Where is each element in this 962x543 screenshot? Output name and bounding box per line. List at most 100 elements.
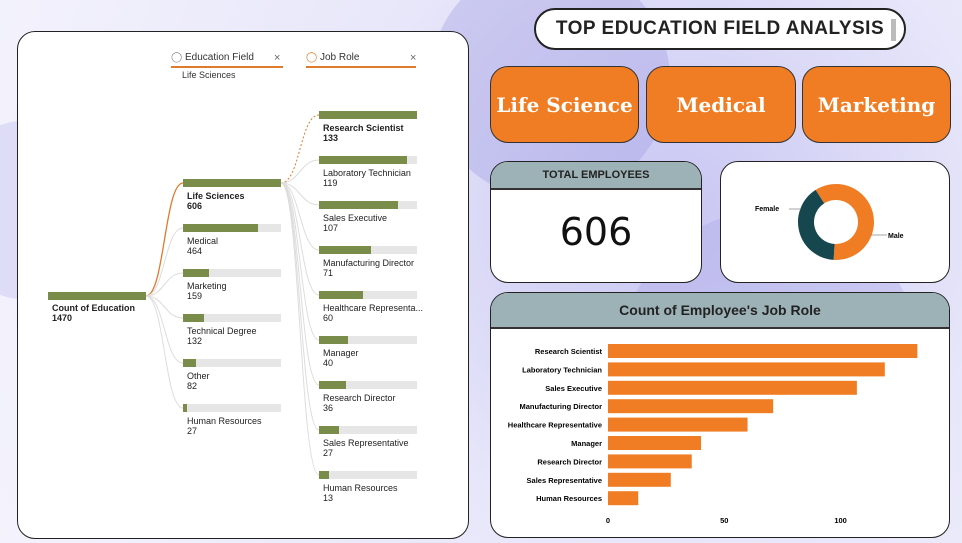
node-bar <box>183 314 205 322</box>
node-track <box>183 359 281 367</box>
bar[interactable] <box>608 472 671 487</box>
donut-label-female: Female <box>755 206 779 213</box>
node-track <box>319 201 417 209</box>
node-bar <box>319 111 417 119</box>
node-bar <box>319 336 349 344</box>
node-value: 119 <box>323 178 338 188</box>
tree-connector <box>145 227 184 297</box>
y-tick-label: Manager <box>571 439 602 448</box>
button-label: Medical <box>676 92 766 117</box>
node-value: 132 <box>187 336 203 346</box>
node-label: Laboratory Technician <box>323 168 411 178</box>
node-bar <box>183 404 188 412</box>
tree-connector <box>280 182 320 296</box>
node-track <box>319 111 417 119</box>
node-value: 71 <box>323 268 334 278</box>
tree-connector <box>145 295 184 319</box>
node-label: Manufacturing Director <box>323 258 415 268</box>
header-underline <box>306 66 416 68</box>
education-field-header[interactable]: ◯ Education Field × <box>171 52 283 68</box>
node-value: 133 <box>323 133 339 143</box>
button-life-science[interactable]: Life Science <box>490 66 639 143</box>
node-track <box>319 291 417 299</box>
dashboard-title-text: TOP EDUCATION FIELD ANALYSIS <box>555 18 885 39</box>
y-tick-label: Research Director <box>537 457 602 466</box>
node-value: 36 <box>323 403 334 413</box>
x-tick-label: 0 <box>606 516 610 525</box>
node-track <box>183 224 281 232</box>
node-bar <box>319 156 407 164</box>
bar[interactable] <box>608 380 857 395</box>
job-role-header-label: Job Role <box>319 52 360 63</box>
node-track <box>319 426 417 434</box>
bar[interactable] <box>608 344 918 358</box>
y-tick-label: Laboratory Technician <box>522 365 602 374</box>
button-medical[interactable]: Medical <box>646 66 796 143</box>
node-label: Manager <box>323 348 359 358</box>
node-label: Life Sciences <box>187 191 245 201</box>
bar[interactable] <box>608 491 639 506</box>
node-track <box>183 404 281 412</box>
donut-label-male: Male <box>888 233 904 240</box>
node-track <box>183 314 281 322</box>
bar[interactable] <box>608 417 748 432</box>
node-label: Healthcare Representa... <box>323 303 424 313</box>
node-track <box>183 269 281 277</box>
close-icon[interactable]: × <box>274 52 281 64</box>
tree-connector <box>280 182 320 476</box>
gender-donut-card: Female Male <box>720 161 950 283</box>
node-bar <box>183 359 197 367</box>
bar[interactable] <box>608 436 702 450</box>
y-tick-label: Research Scientist <box>535 347 603 356</box>
decomposition-tree: ◯ Education Field × Life Sciences ◯ Job … <box>17 31 469 539</box>
node-label: Count of Education <box>52 303 135 313</box>
donut-slice-male[interactable] <box>815 184 874 260</box>
node-value: 13 <box>323 493 334 503</box>
node-value: 27 <box>323 448 334 458</box>
x-tick-label: 100 <box>834 516 847 525</box>
tree-connector <box>280 182 320 341</box>
node-bar <box>319 291 364 299</box>
node-value: 606 <box>187 201 203 211</box>
tree-connector <box>280 159 320 184</box>
title-accent-bar <box>891 19 896 41</box>
tree-connectors <box>145 114 320 476</box>
node-label: Marketing <box>187 281 227 291</box>
node-value: 1470 <box>52 313 73 323</box>
bar[interactable] <box>608 362 885 377</box>
bar[interactable] <box>608 399 774 414</box>
education-field-header-label: Education Field <box>184 52 254 63</box>
job-role-header[interactable]: ◯ Job Role × <box>306 52 417 68</box>
node-track <box>319 471 417 479</box>
node-bar <box>319 471 329 479</box>
total-employees-card: TOTAL EMPLOYEES 606 <box>490 161 702 283</box>
bar[interactable] <box>608 454 692 469</box>
node-bar <box>183 269 209 277</box>
node-value: 60 <box>323 313 334 323</box>
kpi-label: TOTAL EMPLOYEES <box>491 162 701 190</box>
close-icon[interactable]: × <box>410 52 417 64</box>
node-bar <box>183 224 259 232</box>
button-label: Life Science <box>496 92 633 117</box>
tree-connector <box>280 182 320 251</box>
kpi-value: 606 <box>559 210 633 254</box>
node-track <box>319 381 417 389</box>
node-label: Research Director <box>323 393 396 403</box>
node-value: 464 <box>187 246 203 256</box>
y-tick-label: Sales Representative <box>527 476 602 485</box>
node-label: Sales Executive <box>323 213 388 223</box>
x-tick-label: 50 <box>720 516 728 525</box>
node-bar <box>319 201 398 209</box>
chart-title: Count of Employee's Job Role <box>491 293 949 329</box>
tree-connector <box>280 114 320 184</box>
button-marketing[interactable]: Marketing <box>802 66 951 143</box>
tree-connector <box>145 272 184 297</box>
node-bar <box>319 381 346 389</box>
node-label: Human Resources <box>323 483 398 493</box>
job-role-chart-card: Count of Employee's Job Role Research Sc… <box>490 292 950 538</box>
donut-slice-female[interactable] <box>798 189 836 260</box>
node-label: Technical Degree <box>187 326 257 336</box>
tree-connector <box>280 182 320 431</box>
node-label: Sales Representative <box>323 438 409 448</box>
tree-connector <box>280 182 320 386</box>
